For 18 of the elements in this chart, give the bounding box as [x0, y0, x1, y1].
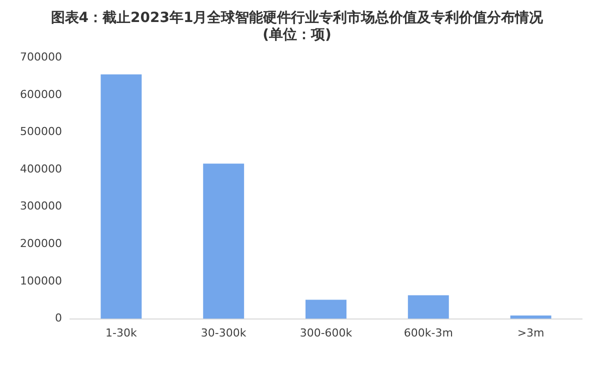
chart-title: 图表4：截止2023年1月全球智能硬件行业专利市场总价值及专利价值分布情况 (单位：项)	[50, 9, 544, 43]
x-tick-label: >3m	[517, 326, 544, 340]
y-tick-label: 500000	[20, 125, 62, 138]
bar	[203, 164, 244, 319]
x-tick-label: 30-300k	[200, 326, 247, 340]
bar	[306, 300, 346, 319]
y-tick-label: 700000	[20, 50, 62, 64]
x-tick-label: 1-30k	[106, 326, 138, 340]
bar	[408, 295, 449, 319]
y-tick-label: 400000	[20, 162, 62, 176]
y-tick-label: 200000	[20, 237, 62, 250]
y-tick-label: 300000	[20, 200, 62, 213]
x-tick-label: 300-600k	[300, 326, 353, 340]
y-tick-label: 100000	[20, 274, 62, 288]
y-tick-label: 0	[54, 312, 62, 325]
bar	[100, 74, 142, 319]
x-tick-label: 600k-3m	[404, 326, 453, 340]
y-tick-label: 600000	[20, 88, 62, 101]
